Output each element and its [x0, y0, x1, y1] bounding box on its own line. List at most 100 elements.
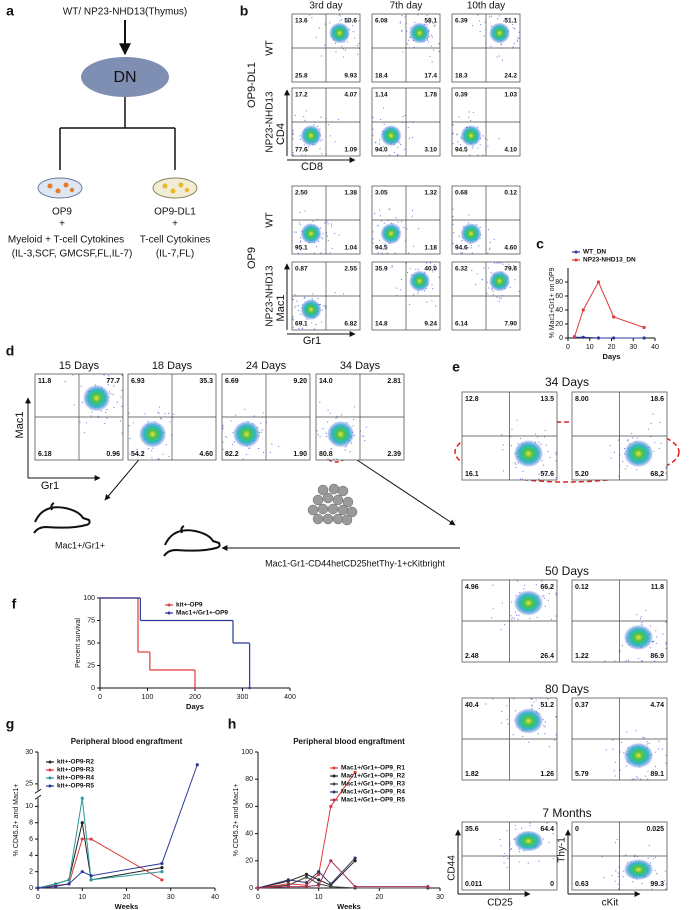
event-dot — [164, 413, 166, 415]
event-dot — [464, 246, 466, 248]
event-dot — [482, 135, 484, 137]
point — [596, 336, 601, 340]
event-dot — [452, 215, 454, 218]
event-dot — [329, 22, 331, 24]
event-dot — [401, 15, 403, 17]
event-dot — [538, 473, 540, 475]
event-dot — [327, 421, 329, 423]
event-dot — [541, 583, 544, 586]
event-dot — [514, 824, 516, 826]
event-dot — [500, 297, 502, 300]
label: 7 Months — [542, 806, 591, 820]
event-dot — [391, 266, 393, 268]
event-dot — [492, 290, 494, 292]
event-dot — [661, 748, 664, 750]
event-dot — [356, 53, 359, 56]
event-dot — [305, 110, 308, 112]
event-dot — [521, 827, 523, 829]
event-dot — [514, 28, 516, 30]
quadrant-value: 2.55 — [344, 266, 357, 273]
quadrant-value: 1.14 — [375, 92, 388, 99]
event-dot — [324, 44, 326, 46]
event-dot — [292, 132, 294, 134]
event-dot — [230, 420, 232, 422]
label: + — [172, 219, 178, 230]
event-dot — [543, 436, 546, 438]
quadrant-value: 0.63 — [575, 881, 589, 888]
series-line — [37, 798, 162, 889]
event-dot — [498, 300, 500, 302]
event-dot — [654, 869, 656, 871]
series-line — [37, 838, 163, 889]
event-dot — [151, 450, 153, 452]
y-tick-label: 25 — [87, 662, 95, 669]
quadrant-value: 35.9 — [375, 266, 388, 273]
event-dot — [129, 453, 131, 455]
point — [612, 336, 616, 340]
event-dot — [662, 633, 664, 635]
event-dot — [231, 443, 234, 446]
event-dot — [641, 622, 643, 624]
event-dot — [428, 17, 430, 19]
label: Mac1+/Gr1+ — [55, 540, 105, 550]
density-cloud — [380, 223, 402, 244]
event-dot — [374, 212, 376, 214]
event-dot — [555, 592, 557, 594]
event-dot — [294, 114, 296, 117]
x-tick-label: 100 — [142, 694, 154, 701]
event-dot — [317, 434, 319, 436]
event-dot — [527, 862, 529, 864]
event-dot — [631, 432, 633, 435]
quadrant-value: 94.5 — [375, 245, 388, 252]
event-dot — [616, 839, 618, 841]
event-dot — [404, 16, 406, 18]
event-dot — [107, 379, 110, 382]
panel-label: f — [12, 596, 17, 612]
event-dot — [496, 56, 498, 58]
quadrant-value: 4.07 — [344, 92, 357, 99]
label: OP9-DL1 — [154, 207, 196, 218]
quadrant-value: 50.6 — [344, 18, 357, 25]
point — [329, 859, 333, 863]
y-tick-label: 80 — [245, 776, 253, 783]
axis-break — [34, 788, 42, 794]
event-dot — [299, 223, 301, 226]
event-dot — [320, 140, 322, 142]
event-dot — [658, 447, 661, 450]
density-cloud — [514, 590, 543, 616]
quadrant-value: 5.20 — [575, 471, 589, 478]
quadrant-value: 13.6 — [295, 18, 308, 25]
point — [596, 280, 601, 284]
event-dot — [627, 439, 629, 441]
event-dot — [631, 778, 633, 780]
event-dot — [545, 444, 547, 446]
event-dot — [502, 449, 504, 451]
event-dot — [665, 467, 667, 469]
quadrant-value: 4.74 — [650, 702, 664, 709]
event-dot — [543, 472, 545, 474]
event-dot — [383, 107, 385, 109]
event-dot — [311, 298, 313, 300]
event-dot — [253, 415, 255, 417]
axis-label: Gr1 — [303, 335, 321, 347]
event-dot — [335, 51, 337, 53]
event-dot — [659, 475, 661, 478]
event-dot — [461, 239, 463, 242]
event-dot — [344, 449, 346, 451]
point — [80, 837, 84, 841]
event-dot — [487, 139, 489, 141]
label: 80 Days — [545, 682, 589, 696]
event-dot — [654, 441, 656, 443]
x-tick-label: 10 — [78, 894, 86, 901]
event-dot — [104, 423, 106, 425]
event-dot — [518, 614, 520, 616]
event-dot — [544, 605, 546, 607]
event-dot — [601, 856, 603, 858]
event-dot — [472, 145, 474, 147]
event-dot — [456, 244, 458, 246]
quadrant-value: 16.1 — [465, 471, 479, 478]
legend-marker — [48, 760, 52, 764]
event-dot — [531, 705, 533, 707]
legend-marker — [332, 782, 336, 786]
event-dot — [426, 23, 428, 25]
